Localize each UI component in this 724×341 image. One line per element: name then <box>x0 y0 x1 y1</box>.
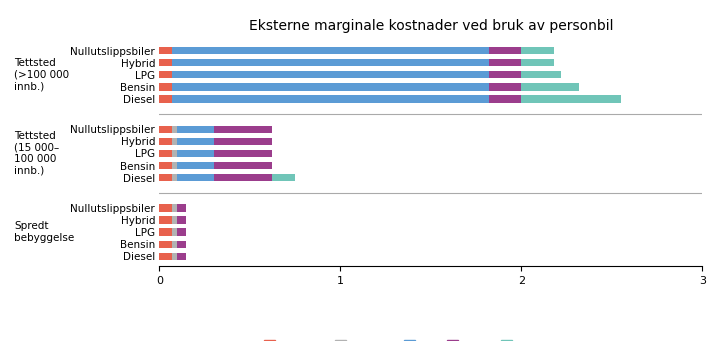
Bar <box>159 71 172 78</box>
Bar <box>172 47 489 54</box>
Bar <box>521 83 579 90</box>
Bar <box>489 47 521 54</box>
Bar <box>177 162 214 169</box>
Bar <box>172 59 489 66</box>
Bar <box>272 174 295 181</box>
Bar <box>489 71 521 78</box>
Bar <box>489 95 521 103</box>
Bar <box>521 95 620 103</box>
Bar <box>159 162 172 169</box>
Bar <box>172 125 177 133</box>
Bar <box>159 150 172 157</box>
Bar <box>172 253 177 260</box>
Bar <box>172 162 177 169</box>
Bar <box>177 150 214 157</box>
Bar <box>177 217 187 224</box>
Bar <box>172 204 177 211</box>
Bar <box>159 138 172 145</box>
Bar <box>159 253 172 260</box>
Bar <box>172 150 177 157</box>
Bar <box>159 47 172 54</box>
Bar <box>159 95 172 103</box>
Bar <box>489 59 521 66</box>
Bar <box>177 228 187 236</box>
Bar <box>177 253 187 260</box>
Bar <box>159 174 172 181</box>
Bar <box>177 138 214 145</box>
Bar <box>214 138 272 145</box>
Bar <box>159 240 172 248</box>
Bar <box>159 228 172 236</box>
Bar <box>521 71 561 78</box>
Legend: Ulykker, Slitasje, Kø, Støy, Lokale utslipp: Ulykker, Slitasje, Kø, Støy, Lokale utsl… <box>259 336 602 341</box>
Bar <box>177 174 214 181</box>
Bar <box>214 162 272 169</box>
Bar <box>172 138 177 145</box>
Text: Spredt
bebyggelse: Spredt bebyggelse <box>14 221 75 243</box>
Bar <box>177 240 187 248</box>
Bar <box>214 174 272 181</box>
Text: Tettsted
(>100 000
innb.): Tettsted (>100 000 innb.) <box>14 58 70 91</box>
Bar <box>214 125 272 133</box>
Bar <box>172 217 177 224</box>
Bar <box>521 47 554 54</box>
Bar <box>172 174 177 181</box>
Bar <box>172 95 489 103</box>
Bar <box>159 83 172 90</box>
Bar <box>177 204 187 211</box>
Bar <box>214 150 272 157</box>
Text: Tettsted
(15 000–
100 000
innb.): Tettsted (15 000– 100 000 innb.) <box>14 131 59 176</box>
Bar <box>521 59 554 66</box>
Bar <box>159 59 172 66</box>
Bar <box>177 125 214 133</box>
Bar <box>172 71 489 78</box>
Title: Eksterne marginale kostnader ved bruk av personbil: Eksterne marginale kostnader ved bruk av… <box>248 19 613 33</box>
Bar <box>172 83 489 90</box>
Bar <box>159 125 172 133</box>
Bar <box>159 204 172 211</box>
Bar <box>172 228 177 236</box>
Bar <box>489 83 521 90</box>
Bar <box>159 217 172 224</box>
Bar <box>172 240 177 248</box>
